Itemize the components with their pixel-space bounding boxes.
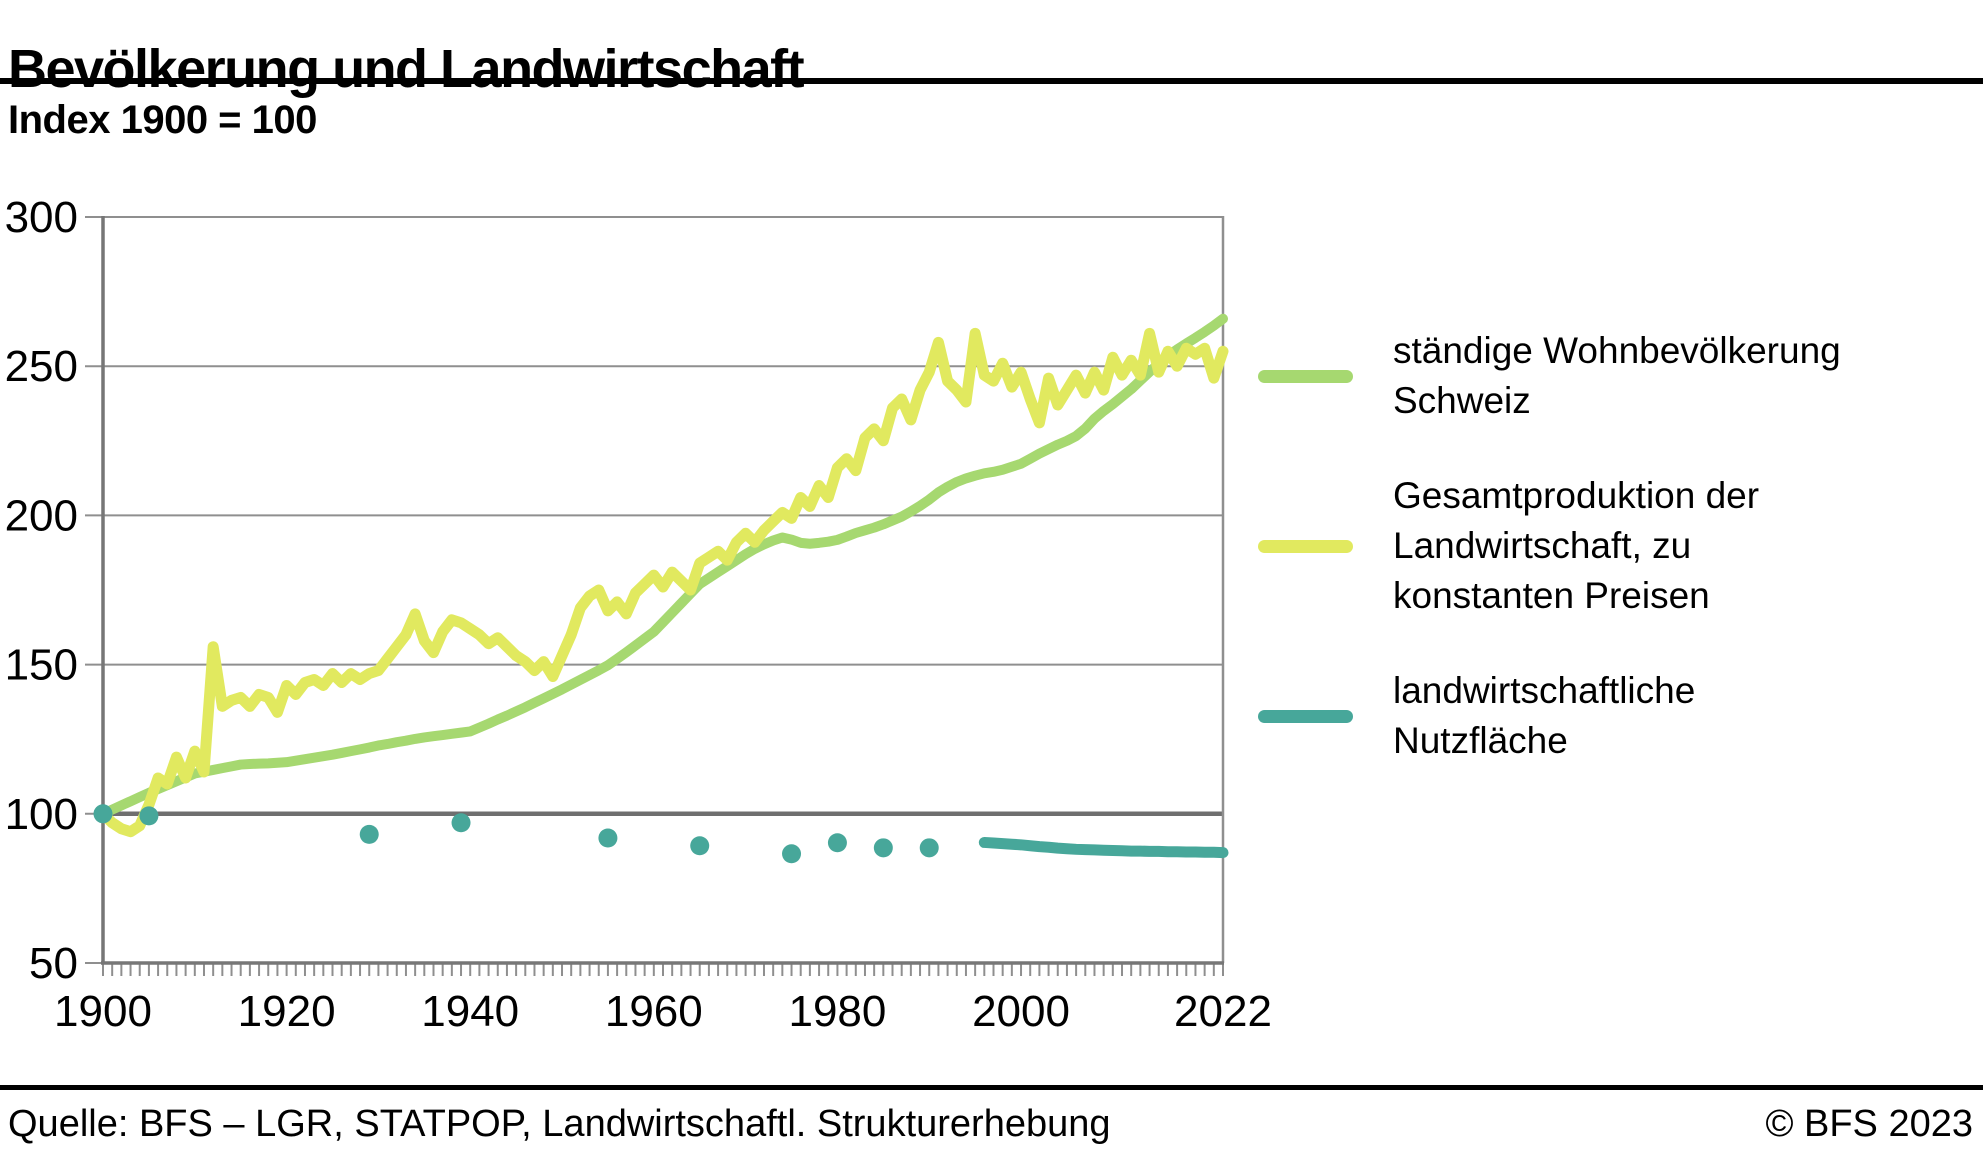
- footer-divider-rule: [0, 1085, 1983, 1090]
- x-axis-label: 1940: [421, 987, 519, 1036]
- series-dot: [451, 813, 471, 833]
- series-dot: [93, 804, 113, 824]
- series-dot: [782, 844, 802, 864]
- series-dot: [873, 838, 893, 858]
- series-dot: [690, 836, 710, 856]
- x-axis-label: 2022: [1174, 987, 1272, 1036]
- y-axis-label: 300: [5, 193, 78, 242]
- y-axis-label: 100: [5, 790, 78, 839]
- legend-label-production: Gesamtproduktion der Landwirtschaft, zu …: [1393, 475, 1760, 616]
- legend-item-population: ständige Wohnbevölkerung Schweiz: [1258, 326, 1918, 426]
- legend-label-farmland: landwirtschaftliche Nutzfläche: [1393, 670, 1696, 761]
- x-axis-label: 1960: [605, 987, 703, 1036]
- page-title: Bevölkerung und Landwirtschaft: [8, 39, 805, 100]
- x-axis-label: 1980: [788, 987, 886, 1036]
- y-axis-label: 250: [5, 342, 78, 391]
- series-dot: [598, 828, 618, 848]
- legend-item-farmland: landwirtschaftliche Nutzfläche: [1258, 666, 1918, 766]
- series-dot: [139, 806, 159, 826]
- production-line-swatch-icon: [1258, 539, 1353, 553]
- series-dot: [827, 833, 847, 853]
- farmland-line-swatch-icon: [1258, 709, 1353, 723]
- series-dot: [919, 838, 939, 858]
- y-axis-label: 150: [5, 641, 78, 690]
- legend-label-population: ständige Wohnbevölkerung Schweiz: [1393, 330, 1841, 421]
- legend-item-production: Gesamtproduktion der Landwirtschaft, zu …: [1258, 471, 1918, 621]
- source-note: Quelle: BFS – LGR, STATPOP, Landwirtscha…: [8, 1103, 1111, 1145]
- title-divider-rule: [0, 78, 1983, 84]
- y-axis-label: 200: [5, 491, 78, 540]
- x-axis-label: 1920: [238, 987, 336, 1036]
- series-line: [978, 836, 1229, 859]
- copyright-note: © BFS 2023: [1765, 1103, 1973, 1145]
- series-line: [97, 327, 1229, 838]
- x-axis-label: 1900: [54, 987, 152, 1036]
- population-line-swatch-icon: [1258, 369, 1353, 383]
- series-dot: [359, 824, 379, 844]
- index-note: Index 1900 = 100: [8, 98, 317, 142]
- x-axis-label: 2000: [972, 987, 1070, 1036]
- series-line: [98, 313, 1228, 819]
- y-axis-label: 50: [29, 939, 78, 988]
- chart-legend: ständige Wohnbevölkerung Schweiz Gesamtp…: [1258, 326, 1918, 766]
